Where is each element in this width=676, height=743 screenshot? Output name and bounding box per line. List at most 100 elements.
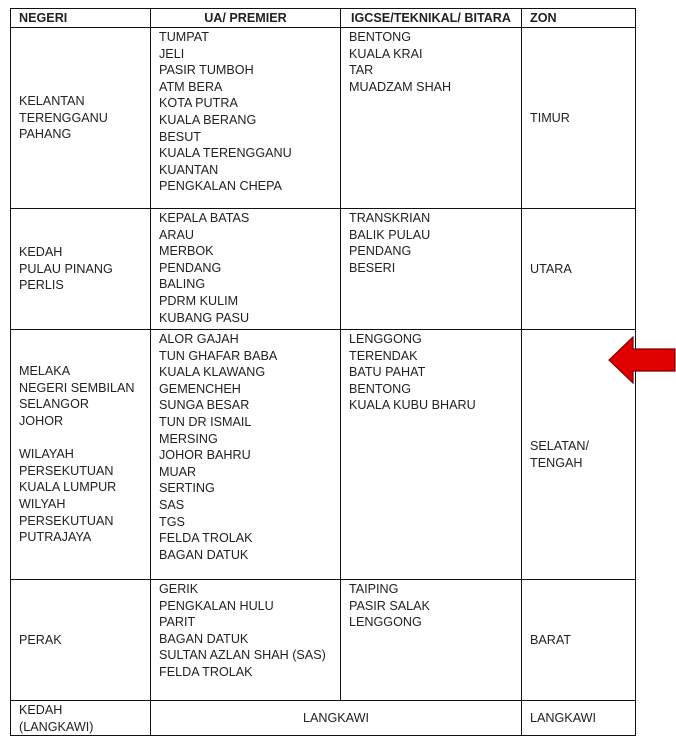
- cell-line: KUBANG PASU: [159, 310, 250, 325]
- cell-line: PASIR TUMBOH: [159, 63, 254, 78]
- cell-line: MERBOK: [159, 244, 214, 259]
- ua-premier-cell: GERIK PENGKALAN HULU PARIT BAGAN DATUK SULTA…: [150, 579, 341, 701]
- cell-line: ATM BERA: [159, 79, 223, 94]
- cell-line: TUN GHAFAR BABA: [159, 348, 278, 363]
- cell-line: ARAU: [159, 227, 194, 242]
- cell-line: BESUT: [159, 129, 201, 144]
- cell-line: PUTRAJAYA: [19, 530, 92, 545]
- igcse-cell: BENTONG KUALA KRAI TAR MUADZAM SHAH: [340, 27, 522, 209]
- cell-line: BENTONG: [349, 381, 412, 396]
- cell-line: FELDA TROLAK: [159, 664, 253, 679]
- cell-line: PARIT: [159, 615, 196, 630]
- header-row: NEGERI UA/ PREMIER IGCSE/TEKNIKAL/ BITAR…: [10, 8, 636, 28]
- cell-line: SULTAN AZLAN SHAH (SAS): [159, 648, 326, 663]
- cell-line: SUNGA BESAR: [159, 398, 250, 413]
- zon-cell: TIMUR: [521, 27, 636, 209]
- igcse-cell: TAIPING PASIR SALAK LENGGONG: [340, 579, 522, 701]
- cell-line: JOHOR: [19, 414, 64, 429]
- header-negeri: NEGERI: [10, 8, 151, 28]
- cell-line: KUALA KUBU BHARU: [349, 398, 476, 413]
- cell-line: KUANTAN: [159, 162, 219, 177]
- cell-line: BARAT: [530, 632, 572, 647]
- cell-line: PDRM KULIM: [159, 293, 239, 308]
- cell-line: PAHANG: [19, 127, 72, 142]
- cell-line: KEDAH: [19, 703, 63, 717]
- cell-line: MERSING: [159, 431, 218, 446]
- header-zon: ZON: [521, 8, 636, 28]
- cell-line: LENGGONG: [349, 615, 422, 630]
- cell-line: BAGAN DATUK: [159, 547, 249, 562]
- cell-line: KOTA PUTRA: [159, 96, 238, 111]
- cell-line: WILAYAH: [19, 447, 74, 462]
- cell-line: TIMUR: [530, 110, 570, 125]
- igcse-cell: LENGGONG TERENDAK BATU PAHAT BENTONG KUALA K…: [340, 329, 522, 580]
- cell-line: KELANTAN: [19, 94, 85, 109]
- cell-line: KUALA BERANG: [159, 112, 257, 127]
- cell-line: TUMPAT: [159, 30, 209, 44]
- cell-line: MUAR: [159, 464, 197, 479]
- zon-cell: SELATAN/TENGAH: [521, 329, 636, 580]
- red-left-arrow-icon: [608, 336, 676, 384]
- cell-line: MELAKA: [19, 364, 71, 379]
- cell-line: PASIR SALAK: [349, 598, 430, 613]
- cell-line: BAGAN DATUK: [159, 631, 249, 646]
- cell-line: PERSEKUTUAN: [19, 463, 114, 478]
- cell-line: (LANGKAWI): [19, 719, 94, 734]
- cell-line: BALIK PULAU: [349, 227, 431, 242]
- cell-line: PERLIS: [19, 278, 64, 293]
- cell-line: TENGAH: [530, 455, 583, 470]
- cell-line: KUALA KRAI: [349, 46, 423, 61]
- zon-cell: UTARA: [521, 208, 636, 330]
- cell-line: TRANSKRIAN: [349, 211, 431, 225]
- cell-line: PENGKALAN HULU: [159, 598, 274, 613]
- negeri-cell: KEDAH (LANGKAWI): [10, 699, 151, 737]
- cell-line: TERENGGANU: [19, 110, 108, 125]
- ua-premier-cell: ALOR GAJAH TUN GHAFAR BABA KUALA KLAWANG GE…: [150, 329, 341, 580]
- cell-line: PENGKALAN CHEPA: [159, 179, 282, 194]
- cell-line: PERSEKUTUAN: [19, 513, 114, 528]
- header-igcse: IGCSE/TEKNIKAL/ BITARA: [340, 8, 522, 28]
- zon-cell: LANGKAWI: [521, 699, 636, 737]
- table-row: KELANTAN TERENGGANU PAHANG TUMPAT JELI PASIR…: [10, 27, 636, 209]
- cell-line: SERTING: [159, 481, 215, 496]
- cell-line: FELDA TROLAK: [159, 531, 253, 546]
- zon-cell: BARAT: [521, 579, 636, 701]
- school-zone-table: NEGERI UA/ PREMIER IGCSE/TEKNIKAL/ BITAR…: [10, 8, 636, 737]
- ua-premier-cell: KEPALA BATAS ARAU MERBOK PENDANG BALING PDRM …: [150, 208, 341, 330]
- cell-line: NEGERI SEMBILAN: [19, 380, 135, 395]
- merged-langkawi-cell: LANGKAWI: [150, 699, 522, 737]
- cell-line: BATU PAHAT: [349, 365, 426, 380]
- cell-line: JELI: [159, 46, 185, 61]
- cell-line: [19, 430, 142, 447]
- table-row: KEDAH PULAU PINANG PERLIS KEPALA BATAS ARAU…: [10, 208, 636, 330]
- cell-line: UTARA: [530, 261, 572, 276]
- cell-line: PENDANG: [159, 260, 222, 275]
- cell-line: TUN DR ISMAIL: [159, 414, 252, 429]
- cell-line: TERENDAK: [349, 348, 418, 363]
- ua-premier-cell: TUMPAT JELI PASIR TUMBOH ATM BERA KOTA PUTRA…: [150, 27, 341, 209]
- cell-line: SELANGOR: [19, 397, 89, 412]
- negeri-cell: MELAKA NEGERI SEMBILAN SELANGOR JOHOR WILAYA…: [10, 329, 151, 580]
- header-ua-premier: UA/ PREMIER: [150, 8, 341, 28]
- cell-line: TAR: [349, 63, 374, 78]
- cell-line: MUADZAM SHAH: [349, 79, 452, 94]
- negeri-cell: KEDAH PULAU PINANG PERLIS: [10, 208, 151, 330]
- cell-line: LENGGONG: [349, 332, 422, 346]
- cell-line: PENDANG: [349, 244, 412, 259]
- table-row: MELAKA NEGERI SEMBILAN SELANGOR JOHOR WILAYA…: [10, 329, 636, 580]
- igcse-cell: TRANSKRIAN BALIK PULAU PENDANG BESERI: [340, 208, 522, 330]
- table-row-langkawi: KEDAH (LANGKAWI) LANGKAWI LANGKAWI: [10, 699, 636, 737]
- cell-line: BENTONG: [349, 30, 412, 44]
- negeri-cell: PERAK: [10, 579, 151, 701]
- cell-line: BESERI: [349, 260, 396, 275]
- cell-line: KEDAH: [19, 245, 63, 260]
- cell-line: KUALA KLAWANG: [159, 365, 266, 380]
- cell-line: KUALA LUMPUR: [19, 480, 117, 495]
- cell-line: ALOR GAJAH: [159, 332, 239, 346]
- cell-line: PERAK: [19, 632, 62, 647]
- cell-line: TAIPING: [349, 582, 399, 596]
- cell-line: JOHOR BAHRU: [159, 448, 251, 463]
- cell-line: BALING: [159, 277, 206, 292]
- cell-line: WILYAH: [19, 496, 66, 511]
- arrow-shape: [608, 336, 676, 384]
